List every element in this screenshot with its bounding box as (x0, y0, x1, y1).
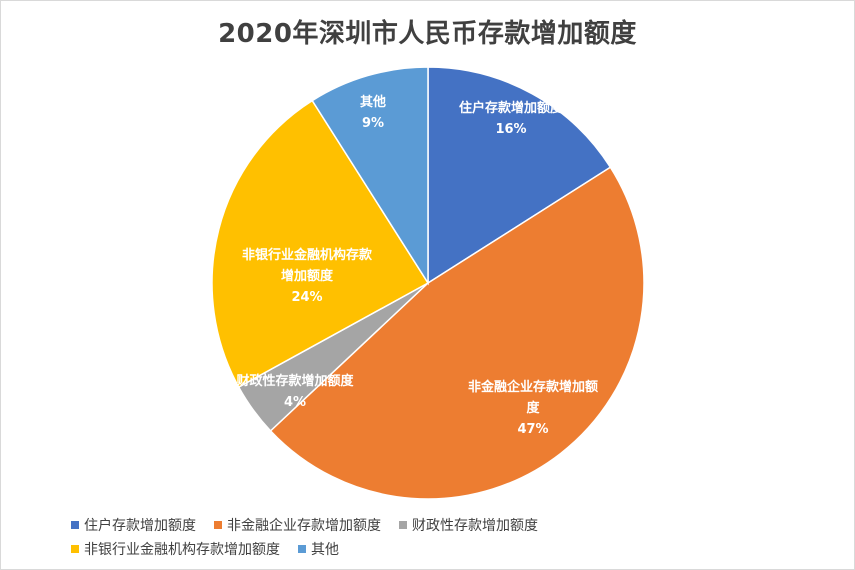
legend-item: 住户存款增加额度 (71, 515, 196, 535)
slice-percent: 16% (495, 122, 526, 137)
slice-category-text: 度 (526, 400, 540, 416)
slice-percent: 47% (517, 422, 548, 437)
legend: 住户存款增加额度 非金融企业存款增加额度 财政性存款增加额度非银行业金融机构存款增加… (71, 513, 831, 561)
legend-item: 非银行业金融机构存款增加额度 (71, 539, 280, 559)
slice-label-3: 财政性存款增加额度 4% (236, 373, 354, 410)
slice-label-4: 非银行业金融机构存款增加额度 24% (242, 247, 373, 305)
pie-slice-4 (211, 99, 430, 389)
pie-slice-2 (269, 166, 645, 500)
pie-slice-1 (427, 66, 612, 285)
legend-row: 非银行业金融机构存款增加额度 其他 (71, 537, 831, 561)
pie-slices (211, 66, 645, 500)
slice-percent: 4% (284, 395, 306, 410)
legend-label: 其他 (311, 542, 339, 558)
legend-row: 住户存款增加额度 非金融企业存款增加额度 财政性存款增加额度 (71, 513, 831, 537)
legend-label: 非银行业金融机构存款增加额度 (84, 542, 280, 558)
pie-chart: 住户存款增加额度 16% 非金融企业存款增加额度 47% 财政性存款增加额度 4% 非银行业… (211, 66, 645, 500)
pie-slice-5 (311, 66, 429, 286)
legend-label: 非金融企业存款增加额度 (227, 518, 381, 534)
legend-item: 非金融企业存款增加额度 (214, 515, 381, 535)
chart-title: 2020年深圳市人民币存款增加额度 (218, 19, 637, 49)
legend-swatch (399, 521, 407, 529)
slice-category-text: 增加额度 (281, 268, 334, 284)
slice-category-text: 住户存款增加额度 (459, 100, 564, 116)
legend-swatch (71, 545, 79, 553)
legend-item: 财政性存款增加额度 (399, 515, 538, 535)
legend-item: 其他 (298, 539, 339, 559)
legend-swatch (214, 521, 222, 529)
legend-swatch (298, 545, 306, 553)
slice-category-text: 财政性存款增加额度 (236, 373, 354, 389)
slice-category-text: 非银行业金融机构存款 (242, 247, 373, 263)
legend-label: 住户存款增加额度 (84, 518, 196, 534)
slice-percent: 9% (362, 116, 384, 131)
slice-percent: 24% (291, 290, 322, 305)
slice-category-text: 其他 (360, 94, 386, 110)
slice-label-5: 其他 9% (360, 94, 386, 131)
slice-category-text: 非金融企业存款增加额 (468, 379, 598, 395)
legend-label: 财政性存款增加额度 (412, 518, 538, 534)
legend-swatch (71, 521, 79, 529)
slice-label-1: 住户存款增加额度 16% (459, 100, 564, 137)
pie-labels: 住户存款增加额度 16% 非金融企业存款增加额度 47% 财政性存款增加额度 4% 非银行业… (236, 94, 598, 437)
slice-label-2: 非金融企业存款增加额度 47% (468, 379, 598, 437)
